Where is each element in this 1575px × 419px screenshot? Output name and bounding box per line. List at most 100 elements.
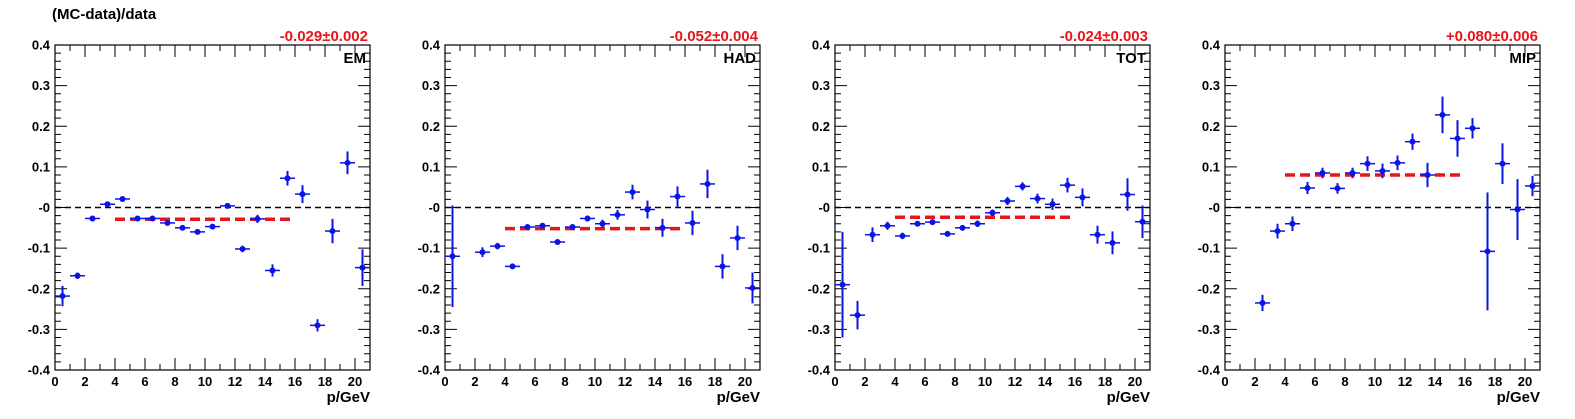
y-tick-label: -0 [428,200,440,215]
point-marker [869,231,876,238]
data-point [880,221,895,230]
data-point [595,219,610,228]
data-point [1360,156,1375,171]
point-marker [614,211,621,218]
chart-panel-had: -0.4 -0.3 -0.2 -0.1 -0 0.1 0.2 0.3 0.4 0 2 4 6 8 10 12 1… [418,28,761,406]
data-point [1510,179,1525,240]
data-point [655,218,670,237]
x-tick-label: 10 [588,374,602,389]
point-marker [584,215,591,222]
point-marker [74,272,81,279]
data-point [535,222,550,229]
point-marker [1499,160,1506,167]
plot-frame [444,44,761,371]
fit-value-text: -0.029±0.002 [280,28,368,45]
data-point [1480,192,1495,311]
data-point [1045,198,1060,210]
data-point [925,219,940,226]
x-tick-label: 2 [1251,374,1258,389]
x-tick-label: 6 [921,374,928,389]
data-point [190,228,205,235]
point-marker [1004,198,1011,204]
data-point [1075,188,1090,207]
data-point [1015,182,1030,191]
data-point [1255,294,1270,312]
x-tick-label: 16 [678,374,692,389]
y-tick-label: -0.2 [1198,281,1220,296]
data-point [220,202,235,209]
y-tick-label: -0.3 [418,322,440,337]
point-marker [224,202,231,209]
point-marker [569,224,576,230]
point-marker [1514,206,1521,213]
x-tick-label: 16 [1458,374,1472,389]
point-marker [449,253,456,260]
data-point [700,169,715,199]
data-point [310,319,325,332]
y-tick-label: 0.3 [812,78,830,93]
data-point [1330,183,1345,194]
point-marker [299,191,306,198]
y-tick-label: -0.4 [808,363,831,378]
fit-value-text: -0.052±0.004 [670,28,759,45]
point-marker [1454,135,1461,142]
data-point [1285,216,1300,232]
data-point [730,225,745,251]
point-marker [524,224,531,230]
point-marker [659,224,666,231]
x-tick-label: 16 [288,374,302,389]
x-axis-label: p/GeV [327,389,370,406]
data-point [445,205,460,308]
y-tick-label: 0.2 [1202,119,1220,134]
data-point [295,185,310,204]
data-point [145,215,160,222]
data-point [1495,143,1510,184]
y-tick-label: 0.4 [422,38,441,53]
data-point [115,195,130,202]
y-tick-label: -0.1 [418,241,440,256]
point-marker [59,293,66,300]
x-tick-label: 20 [1518,374,1532,389]
x-tick-label: 4 [111,374,119,389]
x-tick-label: 14 [1038,374,1053,389]
y-tick-label: 0.1 [812,159,830,174]
data-point [685,210,700,236]
point-marker [254,215,261,222]
x-tick-label: 18 [1488,374,1502,389]
point-marker [179,224,186,231]
data-point [1375,163,1390,179]
data-point [55,285,70,307]
point-marker [629,189,636,196]
x-axis-label: p/GeV [1497,389,1540,406]
y-tick-label: 0.4 [32,38,51,53]
point-marker [554,239,561,246]
x-tick-label: 8 [1341,374,1348,389]
data-point [1450,120,1465,157]
y-tick-label: 0.1 [32,159,50,174]
y-tick-label: 0.3 [32,78,50,93]
y-tick-label: -0 [818,200,830,215]
chart-panel-tot: -0.4 -0.3 -0.2 -0.1 -0 0.1 0.2 0.3 0.4 0 2 4 6 8 10 12 1… [808,28,1151,406]
x-tick-label: 4 [1281,374,1289,389]
data-point [625,184,640,200]
fit-value-text: +0.080±0.006 [1446,28,1538,45]
x-tick-label: 8 [951,374,958,389]
data-point [1345,167,1360,179]
y-tick-label: -0.3 [808,322,830,337]
data-point [340,151,355,175]
y-tick-label: 0.1 [422,159,440,174]
point-marker [1409,138,1416,145]
point-marker [1064,182,1071,189]
point-marker [1109,239,1116,246]
data-point [940,230,955,237]
point-marker [1439,111,1446,118]
point-marker [494,243,501,250]
x-tick-label: 10 [1368,374,1382,389]
point-marker [689,219,696,226]
x-axis-label: p/GeV [1107,389,1150,406]
x-tick-label: 8 [561,374,568,389]
point-marker [1289,220,1296,227]
x-tick-label: 18 [1098,374,1112,389]
y-tick-label: 0.2 [422,119,440,134]
data-point [235,245,250,253]
